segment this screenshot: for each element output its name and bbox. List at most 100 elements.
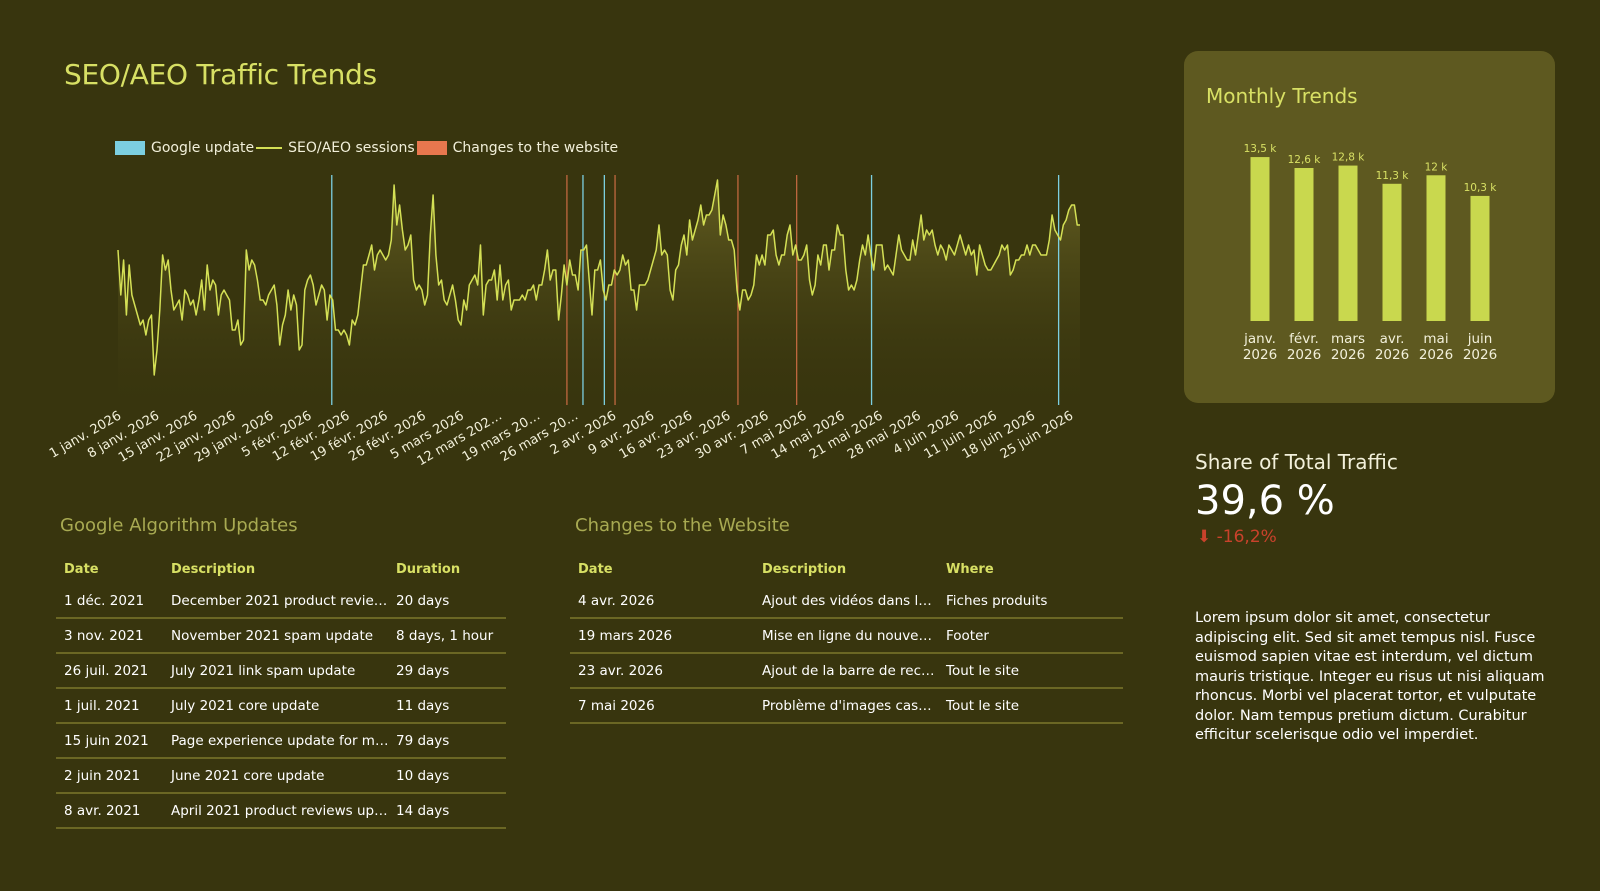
monthly-bar <box>1250 157 1270 321</box>
table-cell: July 2021 link spam update <box>163 653 388 689</box>
table-cell: June 2021 core update <box>163 758 388 794</box>
bar-category-label: mai <box>1423 331 1448 347</box>
table-cell: 26 juil. 2021 <box>56 653 163 689</box>
bar-value-label: 12 k <box>1425 161 1449 173</box>
monthly-bar <box>1338 165 1358 321</box>
bar-category-label: avr. <box>1380 331 1405 347</box>
legend-swatch-sessions <box>256 147 283 149</box>
column-header[interactable]: Description <box>171 561 256 577</box>
sessions-line <box>117 179 1080 376</box>
chart-legend: Google update SEO/AEO sessions Changes t… <box>115 139 620 157</box>
table-cell: 15 juin 2021 <box>56 723 163 759</box>
table-cell: 2 juin 2021 <box>56 758 163 794</box>
column-header[interactable]: Date <box>64 561 99 577</box>
google-updates-title: Google Algorithm Updates <box>60 515 298 536</box>
table-cell: Footer <box>938 618 1123 654</box>
website-changes-table: Date Description Where 4 avr. 2026 Ajout de… <box>570 554 1123 724</box>
table-header-row: Date Description Duration <box>56 554 506 584</box>
legend-changes[interactable]: Changes to the website <box>416 140 619 156</box>
table-row: 23 avr. 2026 Ajout de la barre de rec… Tou… <box>570 653 1123 689</box>
table-cell: 8 days, 1 hour <box>388 618 506 654</box>
table-cell: 20 days <box>388 584 506 619</box>
legend-changes-label: Changes to the website <box>452 140 619 156</box>
sessions-area <box>118 180 1080 415</box>
bar-category-label: janv. <box>1243 331 1276 347</box>
table-row: 26 juil. 2021 July 2021 link spam update 2… <box>56 653 506 689</box>
monthly-bar <box>1294 168 1314 321</box>
monthly-trends-title: Monthly Trends <box>1206 84 1358 108</box>
table-row: 3 nov. 2021 November 2021 spam update 8 da… <box>56 618 506 654</box>
table-cell: 23 avr. 2026 <box>570 653 754 689</box>
table-cell: Mise en ligne du nouve… <box>754 618 938 654</box>
table-header-row: Date Description Where <box>570 554 1123 584</box>
bar-category-label: 2026 <box>1287 347 1321 363</box>
share-title: Share of Total Traffic <box>1195 450 1398 474</box>
monthly-bar <box>1470 195 1490 321</box>
table-row: 1 déc. 2021 December 2021 product revie… 2… <box>56 584 506 619</box>
bar-category-label: 2026 <box>1419 347 1453 363</box>
table-cell: Page experience update for m… <box>163 723 388 759</box>
table-cell: Problème d'images cas… <box>754 688 938 724</box>
table-cell: 19 mars 2026 <box>570 618 754 654</box>
bar-value-label: 11,3 k <box>1376 170 1410 182</box>
table-row: 19 mars 2026 Mise en ligne du nouve… Foote… <box>570 618 1123 654</box>
table-cell: November 2021 spam update <box>163 618 388 654</box>
table-row: 7 mai 2026 Problème d'images cas… Tout le … <box>570 688 1123 724</box>
bar-category-label: mars <box>1331 331 1365 347</box>
table-cell: 14 days <box>388 793 506 829</box>
bar-value-label: 10,3 k <box>1464 182 1498 194</box>
table-row: 1 juil. 2021 July 2021 core update 11 days <box>56 688 506 724</box>
table-cell: 8 avr. 2021 <box>56 793 163 829</box>
monthly-bar <box>1382 183 1402 321</box>
legend-swatch-changes <box>416 141 447 155</box>
table-cell: 4 avr. 2026 <box>570 584 754 619</box>
table-row: 2 juin 2021 June 2021 core update 10 days <box>56 758 506 794</box>
arrow-down-icon: ⬇ <box>1197 527 1212 547</box>
table-row: 15 juin 2021 Page experience update for m… <box>56 723 506 759</box>
bar-category-label: 2026 <box>1243 347 1277 363</box>
table-cell: 11 days <box>388 688 506 724</box>
share-delta: ⬇ -16,2% <box>1197 527 1277 547</box>
legend-google-label: Google update <box>151 140 255 156</box>
table-cell: 29 days <box>388 653 506 689</box>
table-cell: Fiches produits <box>938 584 1123 619</box>
column-header[interactable]: Duration <box>396 561 461 577</box>
table-cell: Tout le site <box>938 653 1123 689</box>
table-cell: 3 nov. 2021 <box>56 618 163 654</box>
table-row: 4 avr. 2026 Ajout des vidéos dans l… Fiche… <box>570 584 1123 619</box>
bar-category-label: juin <box>1467 331 1493 347</box>
column-header[interactable]: Where <box>946 561 994 577</box>
share-value: 39,6 % <box>1195 478 1335 524</box>
page-title: SEO/AEO Traffic Trends <box>64 58 377 91</box>
website-changes-title: Changes to the Website <box>575 515 790 536</box>
legend-sessions-label: SEO/AEO sessions <box>288 140 415 156</box>
share-delta-value: -16,2% <box>1216 527 1277 547</box>
bar-category-label: 2026 <box>1375 347 1409 363</box>
monthly-trends-panel <box>1184 51 1555 403</box>
column-header[interactable]: Description <box>762 561 847 577</box>
monthly-bar <box>1426 175 1446 321</box>
legend-sessions[interactable]: SEO/AEO sessions <box>256 140 415 156</box>
table-cell: Tout le site <box>938 688 1123 724</box>
table-cell: Ajout des vidéos dans l… <box>754 584 938 619</box>
bar-value-label: 12,8 k <box>1332 152 1366 164</box>
table-cell: Ajout de la barre de rec… <box>754 653 938 689</box>
table-cell: December 2021 product revie… <box>163 584 388 619</box>
table-cell: 1 déc. 2021 <box>56 584 163 619</box>
table-cell: April 2021 product reviews up… <box>163 793 388 829</box>
bar-value-label: 12,6 k <box>1288 154 1322 166</box>
legend-google-update[interactable]: Google update <box>115 140 254 156</box>
bar-category-label: 2026 <box>1463 347 1497 363</box>
bar-category-label: 2026 <box>1331 347 1365 363</box>
table-row: 8 avr. 2021 April 2021 product reviews up… <box>56 793 506 829</box>
bar-category-label: févr. <box>1289 331 1319 347</box>
table-cell: July 2021 core update <box>163 688 388 724</box>
table-cell: 79 days <box>388 723 506 759</box>
table-cell: 7 mai 2026 <box>570 688 754 724</box>
column-header[interactable]: Date <box>578 561 613 577</box>
table-cell: 10 days <box>388 758 506 794</box>
description-text: Lorem ipsum dolor sit amet, consectetur … <box>1195 610 1545 743</box>
table-cell: 1 juil. 2021 <box>56 688 163 724</box>
